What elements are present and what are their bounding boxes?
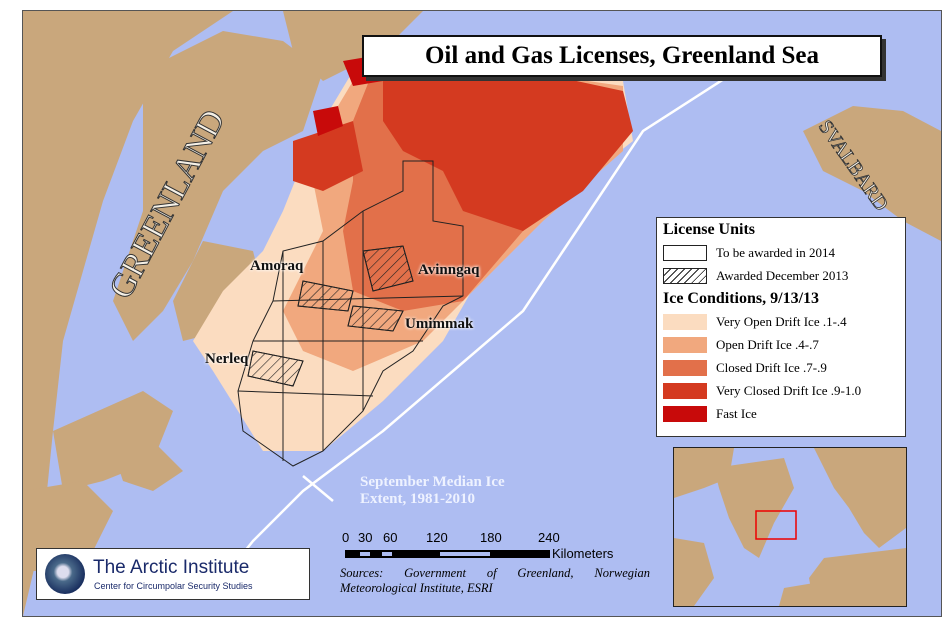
legend-swatch-empty bbox=[663, 244, 707, 261]
license-blocks bbox=[237, 160, 464, 467]
scale-bar-graphic bbox=[345, 549, 550, 558]
inset-locator-map bbox=[673, 447, 907, 607]
ice-extent-label: September Median Ice Extent, 1981-2010 bbox=[360, 474, 505, 508]
label-nerleq: Nerleq bbox=[205, 351, 249, 367]
legend-item: Very Closed Drift Ice .9-1.0 bbox=[663, 379, 905, 402]
globe-icon bbox=[45, 554, 85, 594]
logo-subtitle: Center for Circumpolar Security Studies bbox=[94, 581, 253, 591]
svalbard-land bbox=[803, 106, 941, 241]
legend-label: Closed Drift Ice .7-.9 bbox=[716, 359, 827, 375]
legend-swatch bbox=[663, 313, 707, 330]
logo-name: The Arctic Institute bbox=[93, 557, 250, 578]
scale-tick: 240 bbox=[538, 530, 560, 545]
inset-graphics bbox=[674, 448, 906, 606]
legend: License Units To be awarded in 2014 Awar… bbox=[656, 217, 906, 437]
scale-bar: 0 30 60 120 180 240 Kilometers bbox=[340, 530, 630, 561]
legend-label: Fast Ice bbox=[716, 405, 757, 421]
scale-tick: 120 bbox=[426, 530, 448, 545]
legend-label: Very Closed Drift Ice .9-1.0 bbox=[716, 382, 862, 398]
label-amoraq: Amoraq bbox=[250, 258, 304, 274]
legend-swatch-hatched bbox=[663, 267, 707, 284]
scale-tick: 180 bbox=[480, 530, 502, 545]
legend-item: Awarded December 2013 bbox=[663, 264, 905, 287]
legend-swatch bbox=[663, 359, 707, 376]
label-avinngaq: Avinngaq bbox=[418, 262, 480, 278]
scale-tick: 30 bbox=[358, 530, 373, 545]
legend-item: Open Drift Ice .4-.7 bbox=[663, 333, 905, 356]
legend-item: Very Open Drift Ice .1-.4 bbox=[663, 310, 905, 333]
scale-tick: 0 bbox=[342, 530, 350, 545]
legend-swatch bbox=[663, 336, 707, 353]
legend-label: Awarded December 2013 bbox=[716, 267, 849, 283]
ice-extent-label-line2: Extent, 1981-2010 bbox=[360, 491, 475, 507]
legend-item: Closed Drift Ice .7-.9 bbox=[663, 356, 905, 379]
sources-note: Sources: Government of Greenland, Norweg… bbox=[340, 566, 650, 595]
legend-ice-heading: Ice Conditions, 9/13/13 bbox=[663, 290, 820, 307]
scale-tick: 60 bbox=[383, 530, 398, 545]
legend-swatch bbox=[663, 382, 707, 399]
legend-label: Open Drift Ice .4-.7 bbox=[716, 336, 819, 352]
arctic-institute-logo: The Arctic Institute Center for Circumpo… bbox=[36, 548, 310, 600]
legend-label: To be awarded in 2014 bbox=[716, 244, 835, 260]
legend-item: Fast Ice bbox=[663, 402, 905, 425]
inset-extent-box bbox=[755, 510, 797, 540]
label-umimmak: Umimmak bbox=[405, 316, 474, 332]
legend-item: To be awarded in 2014 bbox=[663, 241, 905, 264]
map-title: Oil and Gas Licenses, Greenland Sea bbox=[362, 35, 882, 77]
ice-extent-line bbox=[212, 39, 784, 592]
ice-extent-label-line1: September Median Ice bbox=[360, 474, 505, 490]
legend-label: Very Open Drift Ice .1-.4 bbox=[716, 313, 847, 329]
legend-swatch bbox=[663, 405, 707, 422]
scale-unit: Kilometers bbox=[552, 546, 614, 561]
map-canvas: GREENLAND SVALBARD bbox=[22, 10, 942, 617]
legend-license-heading: License Units bbox=[663, 221, 755, 238]
